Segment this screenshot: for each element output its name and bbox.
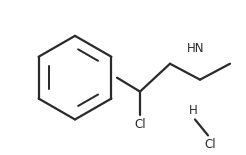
Text: Cl: Cl xyxy=(204,138,216,151)
Text: Cl: Cl xyxy=(134,118,146,131)
Text: H: H xyxy=(189,104,197,117)
Text: HN: HN xyxy=(187,42,205,55)
